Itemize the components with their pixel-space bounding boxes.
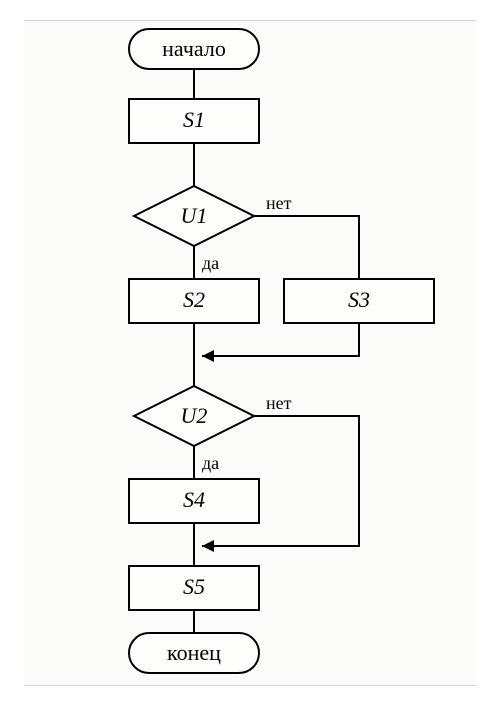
edge-u1-s3 [254,216,359,279]
node-u1-label: U1 [181,203,208,228]
node-s3-label: S3 [348,287,370,312]
node-start-label: начало [162,36,226,61]
node-s2-label: S2 [183,287,205,312]
edge-s3-merge1 [202,323,359,356]
node-s4-label: S4 [183,487,205,512]
arrow-s3-merge1 [202,350,214,362]
page: да нет да нет начало [0,0,500,704]
arrow-u2-merge2 [202,540,214,552]
edge-label-u2-yes: да [202,453,219,473]
node-u2-label: U2 [181,403,208,428]
edge-label-u2-no: нет [266,393,292,413]
node-end-label: конец [167,640,221,665]
flowchart-svg: да нет да нет начало [24,21,476,685]
edge-label-u1-no: нет [266,193,292,213]
edge-label-u1-yes: да [202,253,219,273]
diagram-frame: да нет да нет начало [24,20,476,686]
node-s1-label: S1 [183,107,205,132]
node-s5-label: S5 [183,574,205,599]
